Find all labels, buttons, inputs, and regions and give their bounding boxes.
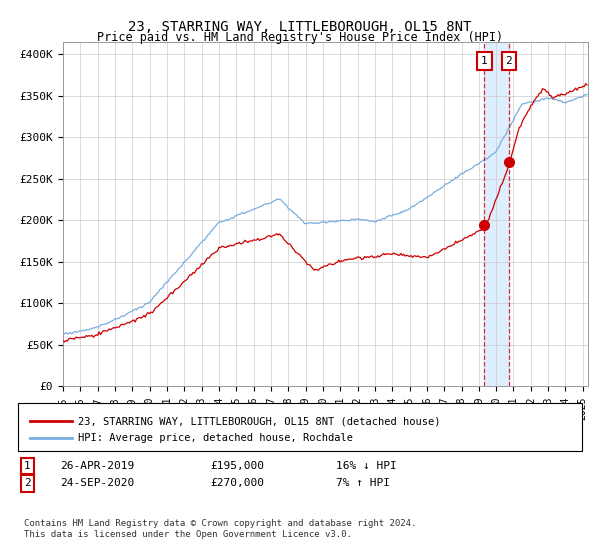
Text: £195,000: £195,000	[210, 461, 264, 471]
Text: 23, STARRING WAY, LITTLEBOROUGH, OL15 8NT (detached house): 23, STARRING WAY, LITTLEBOROUGH, OL15 8N…	[78, 416, 440, 426]
Text: 16% ↓ HPI: 16% ↓ HPI	[336, 461, 397, 471]
Text: Price paid vs. HM Land Registry's House Price Index (HPI): Price paid vs. HM Land Registry's House …	[97, 31, 503, 44]
Text: Contains HM Land Registry data © Crown copyright and database right 2024.
This d: Contains HM Land Registry data © Crown c…	[24, 520, 416, 539]
Text: 26-APR-2019: 26-APR-2019	[60, 461, 134, 471]
Text: 2: 2	[24, 478, 31, 488]
Text: 7% ↑ HPI: 7% ↑ HPI	[336, 478, 390, 488]
Text: 2: 2	[505, 56, 512, 66]
Text: 24-SEP-2020: 24-SEP-2020	[60, 478, 134, 488]
Text: £270,000: £270,000	[210, 478, 264, 488]
Text: 23, STARRING WAY, LITTLEBOROUGH, OL15 8NT: 23, STARRING WAY, LITTLEBOROUGH, OL15 8N…	[128, 20, 472, 34]
Text: 1: 1	[24, 461, 31, 471]
Text: 1: 1	[481, 56, 488, 66]
Bar	[484, 42, 509, 386]
Text: HPI: Average price, detached house, Rochdale: HPI: Average price, detached house, Roch…	[78, 433, 353, 443]
